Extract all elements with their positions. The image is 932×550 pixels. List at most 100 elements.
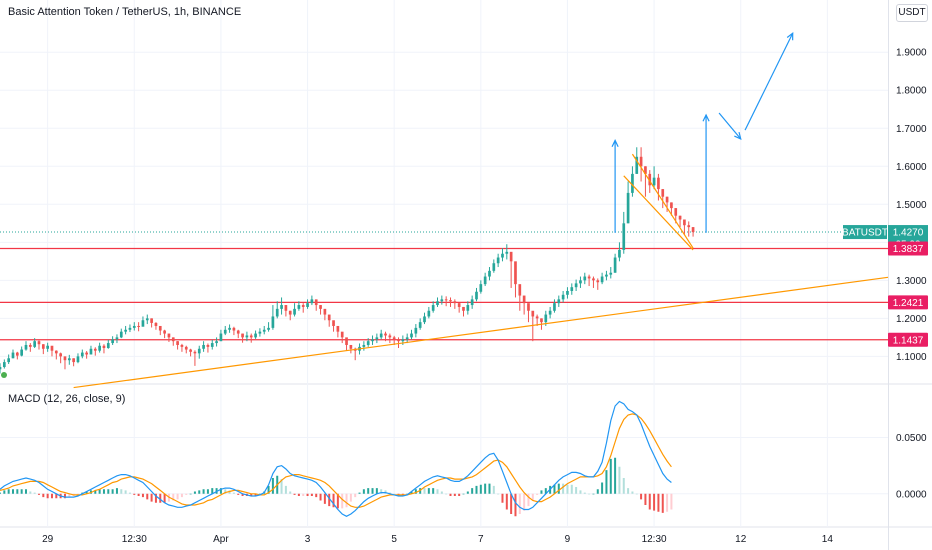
- macd-histogram-bar: [575, 487, 578, 494]
- macd-histogram-bar: [640, 493, 643, 500]
- candle-body: [652, 177, 656, 186]
- macd-histogram-bar: [380, 489, 383, 494]
- candle-body: [28, 344, 32, 347]
- macd-histogram-bar: [670, 493, 673, 510]
- axes: 1.10001.20001.30001.40001.50001.60001.70…: [42, 48, 927, 545]
- candle-body: [379, 333, 383, 338]
- candle-body: [210, 343, 214, 347]
- candle-body: [124, 329, 127, 332]
- level-tag: 1.1437: [893, 335, 924, 346]
- macd-histogram-bar: [497, 493, 500, 495]
- candle-body: [579, 280, 582, 284]
- candle-body: [431, 305, 435, 311]
- candle-body: [414, 327, 418, 334]
- candle-body: [202, 344, 205, 349]
- candle-body: [644, 166, 647, 174]
- candle-body: [423, 316, 426, 323]
- candle-body: [427, 310, 431, 317]
- time-tick-label: 12: [735, 534, 747, 545]
- candle-body: [158, 325, 162, 331]
- candle-body: [193, 351, 197, 354]
- candle-body: [449, 300, 452, 302]
- macd-histogram-bar: [98, 489, 101, 494]
- time-tick-label: 3: [305, 534, 311, 545]
- macd-histogram-bar: [462, 493, 465, 495]
- candle-body: [683, 219, 686, 226]
- candle-body: [609, 272, 613, 275]
- macd-histogram-bar: [540, 490, 543, 494]
- candle-body: [314, 299, 318, 306]
- candle-body: [232, 327, 236, 331]
- macd-histogram-bar: [185, 493, 188, 495]
- candle-body: [93, 348, 97, 351]
- signal-line: [0, 413, 672, 508]
- currency-button[interactable]: USDT: [896, 4, 928, 22]
- candle-body: [566, 290, 569, 295]
- candle-body: [254, 333, 257, 338]
- candle-body: [11, 352, 15, 359]
- macd-histogram-bar: [293, 493, 296, 495]
- macd-histogram-bar: [648, 493, 651, 510]
- candle-body: [284, 305, 288, 311]
- price-tick-label: 1.8000: [896, 86, 927, 97]
- trendlines: [73, 153, 889, 389]
- macd-histogram-bar: [553, 484, 556, 494]
- candle-body: [37, 341, 41, 345]
- candle-body: [236, 330, 240, 334]
- macd-histogram-bar: [354, 493, 357, 498]
- candle-body: [613, 257, 617, 273]
- trendline: [623, 175, 694, 251]
- candle-body: [115, 337, 119, 340]
- candle-body: [297, 305, 301, 309]
- macd-histogram-bar: [241, 493, 244, 496]
- macd-histogram-bar: [141, 493, 144, 498]
- candle-body: [349, 344, 353, 349]
- candle-body: [401, 339, 405, 342]
- price-tick-label: 1.1000: [896, 352, 927, 363]
- macd-histogram-bar: [0, 492, 1, 494]
- candle-body: [661, 189, 665, 197]
- macd-histogram-bar: [592, 493, 595, 495]
- macd-histogram-bar: [601, 482, 604, 494]
- candle-body: [436, 301, 439, 306]
- candle-body: [592, 278, 595, 281]
- current-price-tag: 1.4270: [893, 228, 924, 239]
- macd-histogram-bar: [653, 493, 656, 511]
- macd-histogram-bar: [258, 493, 261, 495]
- macd-histogram-bar: [302, 493, 305, 496]
- candle-body: [327, 314, 331, 321]
- macd-histogram-bar: [471, 488, 474, 494]
- candle-body: [85, 352, 88, 355]
- candle-body: [388, 335, 392, 338]
- macd-histogram-bar: [3, 490, 6, 494]
- macd-histogram-bar: [644, 493, 647, 505]
- candle-body: [635, 156, 639, 174]
- candle-body: [605, 274, 608, 277]
- macd-histogram-bar: [345, 493, 348, 508]
- time-tick-label: 7: [478, 534, 484, 545]
- macd-histogram-bar: [566, 484, 569, 494]
- candle-body: [102, 345, 106, 349]
- candle-body: [24, 344, 28, 350]
- candle-body: [444, 299, 448, 301]
- candle-body: [176, 341, 179, 345]
- macd-histogram-bar: [614, 457, 617, 494]
- projection-arrow-head: [611, 139, 619, 147]
- macd-histogram-bar: [466, 491, 469, 494]
- candle-body: [41, 344, 45, 349]
- macd-histogram-bar: [85, 491, 88, 494]
- candle-body: [163, 330, 166, 334]
- candle-body: [180, 344, 184, 347]
- candle-body: [80, 352, 84, 357]
- candle-body: [219, 333, 223, 342]
- macd-histogram-bar: [237, 493, 240, 495]
- candle-body: [440, 299, 444, 302]
- macd-histogram-bar: [297, 493, 300, 496]
- macd-histogram-bar: [527, 493, 530, 507]
- symbol-tag: BATUSDT: [842, 228, 888, 239]
- candle-body: [293, 308, 296, 315]
- candle-body: [301, 305, 305, 307]
- macd-histogram-bar: [193, 491, 196, 494]
- candle-body: [197, 348, 201, 354]
